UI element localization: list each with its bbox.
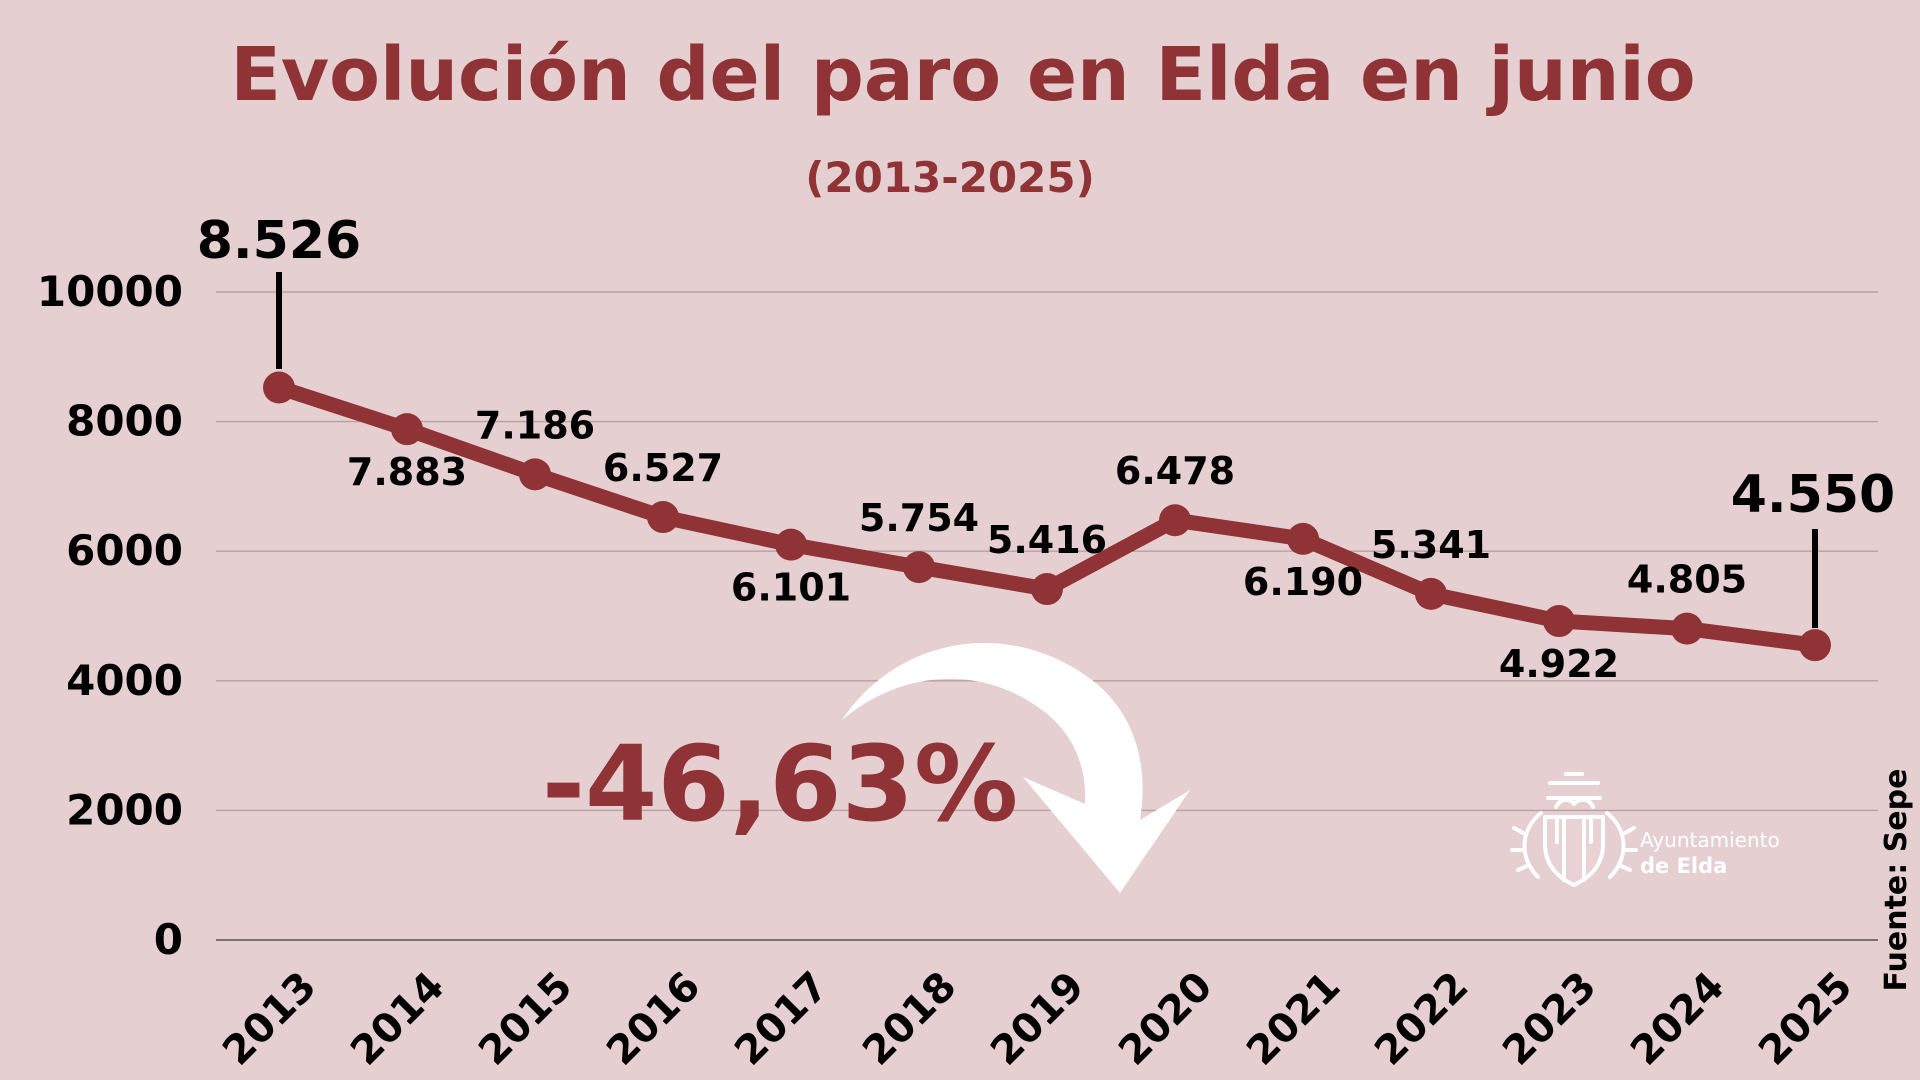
chart-title: Evolución del paro en Elda en junio: [230, 32, 1695, 118]
data-label: 5.416: [987, 518, 1107, 562]
y-tick-label: 2000: [66, 785, 183, 834]
x-tick-label: 2017: [726, 963, 837, 1074]
y-tick-label: 4000: [66, 656, 183, 705]
x-tick-label: 2025: [1750, 963, 1861, 1074]
data-label: 6.527: [603, 446, 723, 490]
source-label: Fuente: Sepe: [1879, 769, 1914, 992]
data-point: [1543, 605, 1575, 638]
data-point: [391, 413, 423, 446]
y-tick-label: 8000: [66, 397, 183, 446]
x-tick-label: 2013: [214, 963, 325, 1074]
x-tick-label: 2020: [1110, 963, 1221, 1074]
data-point: [1287, 522, 1319, 555]
x-axis: 2013 2014 2015 2016 2017 2018 2019 2020 2021 2022…: [214, 963, 1861, 1074]
coat-of-arms-icon: [1510, 772, 1638, 887]
data-point: [903, 551, 935, 584]
data-point: [647, 501, 679, 534]
callout-lines: [276, 272, 1818, 628]
data-label: 6.478: [1115, 449, 1235, 493]
y-tick-label: 10000: [37, 267, 183, 316]
x-tick-label: 2018: [854, 963, 965, 1074]
grid-lines: [216, 291, 1878, 941]
data-point: [1415, 577, 1447, 610]
data-label: 7.186: [475, 403, 595, 447]
logo-text-line-1: Ayuntamiento: [1640, 828, 1780, 852]
x-tick-label: 2024: [1622, 963, 1733, 1074]
y-tick-label: 6000: [66, 526, 183, 575]
x-tick-label: 2014: [342, 963, 453, 1074]
x-tick-label: 2023: [1494, 963, 1605, 1074]
x-tick-label: 2016: [598, 963, 709, 1074]
data-label: 4.922: [1499, 642, 1619, 686]
logo-text-line-2: de Elda: [1640, 854, 1727, 878]
curved-down-arrow-icon: [842, 642, 1190, 893]
data-label: 8.526: [197, 211, 361, 271]
data-points: [263, 371, 1831, 662]
data-point: [1159, 504, 1191, 537]
x-tick-label: 2022: [1366, 963, 1477, 1074]
data-label: 7.883: [347, 450, 467, 494]
data-point: [1671, 612, 1703, 645]
data-label: 4.550: [1731, 465, 1895, 525]
data-point: [263, 371, 295, 404]
data-label: 5.341: [1371, 523, 1491, 567]
x-tick-label: 2021: [1238, 963, 1349, 1074]
y-axis: 0 2000 4000 6000 8000 10000: [37, 267, 183, 964]
percentage-change-annotation: -46,63%: [542, 723, 1018, 845]
data-point: [1031, 573, 1063, 606]
data-point: [519, 458, 551, 491]
y-tick-label: 0: [154, 915, 183, 964]
x-tick-label: 2019: [982, 963, 1093, 1074]
x-tick-label: 2015: [470, 963, 581, 1074]
data-label: 4.805: [1627, 558, 1747, 602]
chart-subtitle: (2013-2025): [805, 153, 1095, 202]
data-label: 6.101: [731, 566, 851, 610]
data-point: [1799, 629, 1831, 662]
data-label: 6.190: [1243, 560, 1363, 604]
city-logo: Ayuntamiento de Elda: [1510, 772, 1780, 887]
data-point: [775, 528, 807, 561]
data-label: 5.754: [859, 496, 979, 540]
